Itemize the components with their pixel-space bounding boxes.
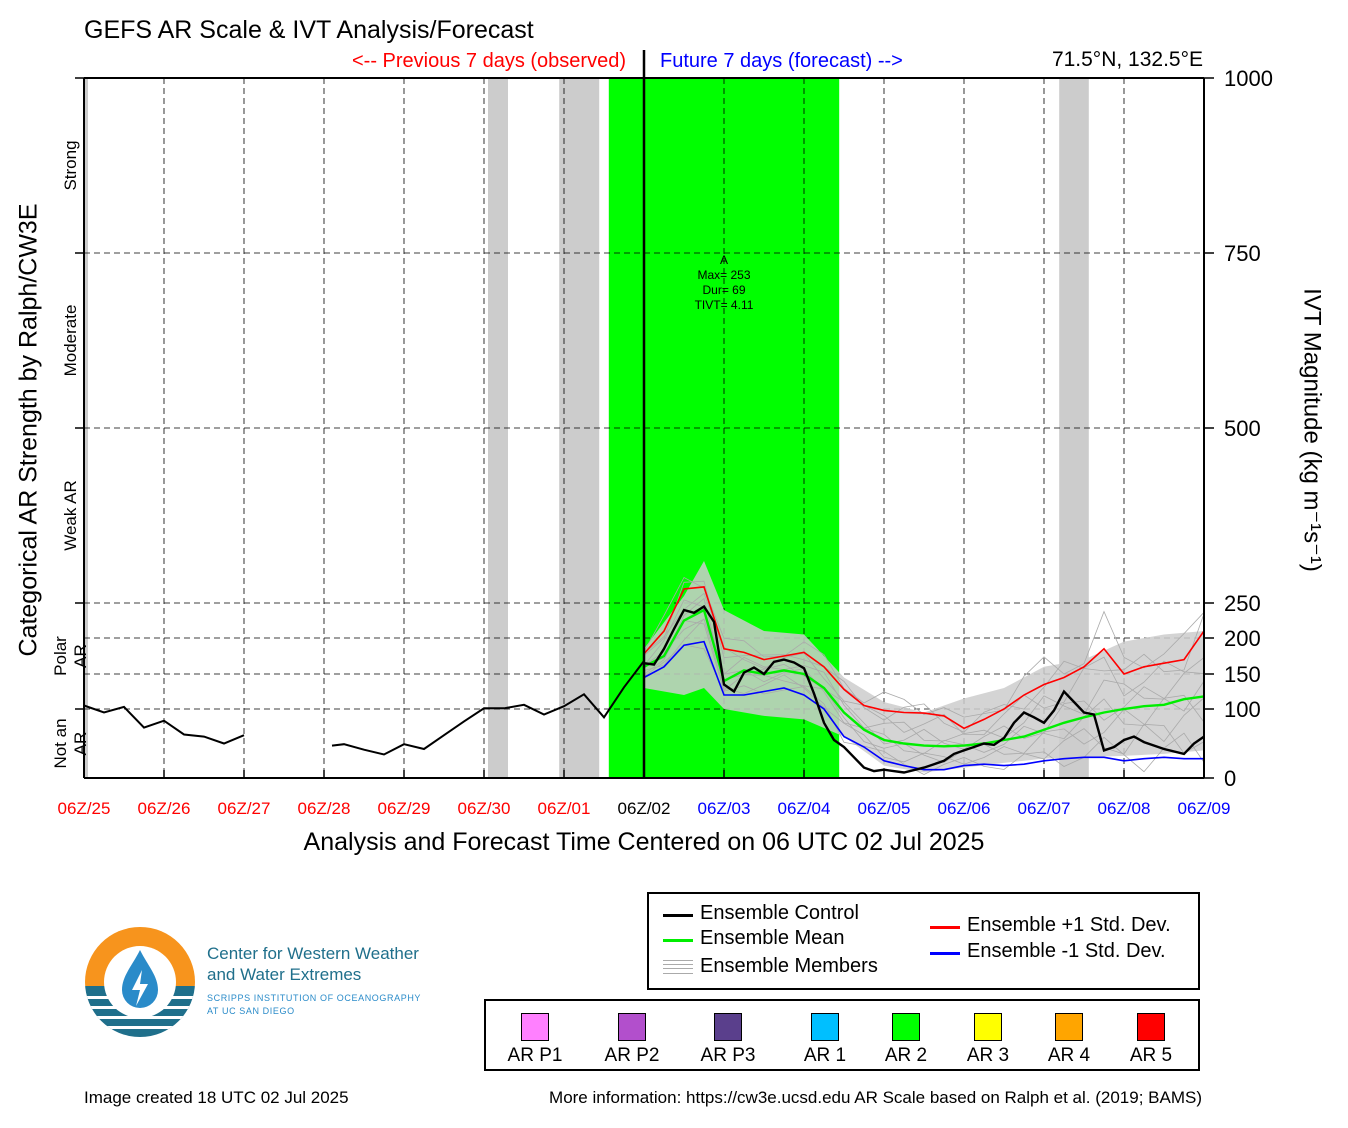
series-line: [643, 640, 1204, 771]
x-tick-label: 06Z/27: [218, 799, 271, 818]
legend-members-lines: [663, 960, 693, 974]
category-label: PolarAR: [51, 636, 90, 676]
ensemble-member-line: [643, 580, 1205, 733]
logo-line-4: AT UC SAN DIEGO: [207, 1006, 295, 1016]
swatch-label-ar-p2: AR P2: [604, 1045, 660, 1066]
swatch-label-ar-1: AR 1: [803, 1045, 847, 1066]
y-tick-label: 1000: [1224, 66, 1273, 91]
ar-event-marker: A: [720, 253, 728, 267]
category-label: Moderate: [61, 305, 80, 377]
future-days-label: Future 7 days (forecast) -->: [660, 50, 903, 72]
x-axis-title: Analysis and Forecast Time Centered on 0…: [303, 828, 985, 856]
x-tick-label: 06Z/07: [1018, 799, 1071, 818]
x-tick-label: 06Z/09: [1178, 799, 1231, 818]
ensemble-member-line: [643, 618, 1205, 754]
x-tick-label: 06Z/25: [58, 799, 111, 818]
left-axis-title: Categorical AR Strength by Ralph/CW3E: [14, 203, 43, 657]
ar-scale-key: AR P1 AR P2 AR P3 AR 1 AR 2 AR 3 AR 4 AR…: [484, 999, 1200, 1071]
ar-event-stat: Max= 253: [697, 268, 750, 282]
swatch-ar-p3: [714, 1013, 742, 1041]
y-tick-label: 500: [1224, 416, 1261, 441]
series-line: [643, 586, 1205, 730]
x-tick-label: 06Z/06: [938, 799, 991, 818]
logo-line-3: SCRIPPS INSTITUTION OF OCEANOGRAPHY: [207, 993, 422, 1003]
ar-event-stat: Dur= 69: [702, 283, 745, 297]
chart-title: GEFS AR Scale & IVT Analysis/Forecast: [84, 16, 534, 44]
swatch-label-ar-4: AR 4: [1047, 1045, 1091, 1066]
y-tick-label: 100: [1224, 697, 1261, 722]
y-tick-label: 750: [1224, 241, 1261, 266]
x-tick-label: 06Z/04: [778, 799, 831, 818]
legend: Ensemble Control Ensemble Mean Ensemble …: [647, 892, 1200, 990]
legend-mean-label: Ensemble Mean: [700, 927, 845, 949]
swatch-ar-4: [1055, 1013, 1083, 1041]
y-tick-label: 0: [1224, 766, 1236, 791]
swatch-label-ar-p3: AR P3: [700, 1045, 756, 1066]
ensemble-spread-band: [644, 561, 1204, 773]
series-line: [643, 608, 1205, 748]
x-tick-label: 06Z/28: [298, 799, 351, 818]
legend-minus-std-line: [930, 952, 960, 955]
legend-minus-std-label: Ensemble -1 Std. Dev.: [967, 940, 1166, 962]
y-tick-label: 150: [1224, 662, 1261, 687]
observed-ivt-line: [83, 704, 245, 745]
x-tick-label: 06Z/08: [1098, 799, 1151, 818]
legend-members-label: Ensemble Members: [700, 955, 878, 977]
swatch-label-ar-p1: AR P1: [507, 1045, 563, 1066]
swatch-label-ar-3: AR 3: [966, 1045, 1010, 1066]
swatch-ar-3: [974, 1013, 1002, 1041]
ensemble-member-line: [643, 599, 1205, 742]
x-tick-label: 06Z/01: [538, 799, 591, 818]
cw3e-logo-icon: [85, 927, 195, 1037]
ensemble-member-line: [643, 576, 1205, 718]
legend-control-line: [663, 914, 693, 917]
x-tick-label: 06Z/02: [618, 799, 671, 818]
legend-plus-std-label: Ensemble +1 Std. Dev.: [967, 914, 1171, 936]
x-tick-label: 06Z/29: [378, 799, 431, 818]
footer-created: Image created 18 UTC 02 Jul 2025: [84, 1088, 349, 1107]
logo-line-1: Center for Western Weather: [207, 944, 419, 963]
swatch-ar-2: [892, 1013, 920, 1041]
ivt-chart: 06Z/25 06Z/26 06Z/27 06Z/28 06Z/29 06Z/30 06Z/…: [51, 50, 1273, 818]
x-tick-label: 06Z/05: [858, 799, 911, 818]
y-tick-label: 200: [1224, 626, 1261, 651]
swatch-label-ar-5: AR 5: [1129, 1045, 1173, 1066]
x-tick-label: 06Z/03: [698, 799, 751, 818]
location-label: 71.5°N, 132.5°E: [1051, 48, 1203, 71]
previous-days-label: <-- Previous 7 days (observed): [351, 50, 626, 72]
x-tick-label: 06Z/30: [458, 799, 511, 818]
right-axis-title: IVT Magnitude (kg m⁻¹s⁻¹): [1298, 288, 1326, 572]
legend-mean-line: [663, 939, 693, 942]
swatch-label-ar-2: AR 2: [884, 1045, 928, 1066]
category-label: Strong: [61, 140, 80, 190]
observed-ivt-line: [331, 660, 645, 756]
swatch-ar-5: [1137, 1013, 1165, 1041]
x-tick-label: 06Z/26: [138, 799, 191, 818]
category-label: Weak AR: [61, 480, 80, 551]
logo-line-2: and Water Extremes: [207, 965, 362, 984]
ar-event-stat: TIVT= 4.11: [695, 298, 754, 312]
footer-more-info: More information: https://cw3e.ucsd.edu …: [549, 1088, 1202, 1107]
swatch-ar-1: [811, 1013, 839, 1041]
ensemble-member-line: [643, 597, 1205, 750]
legend-plus-std-line: [930, 926, 960, 929]
swatch-ar-p1: [521, 1013, 549, 1041]
category-label: Not anAR: [51, 718, 90, 768]
swatch-ar-p2: [618, 1013, 646, 1041]
series-line: [643, 604, 1205, 774]
ensemble-member-line: [643, 620, 1205, 763]
legend-control-label: Ensemble Control: [700, 902, 859, 924]
y-tick-label: 250: [1224, 591, 1261, 616]
